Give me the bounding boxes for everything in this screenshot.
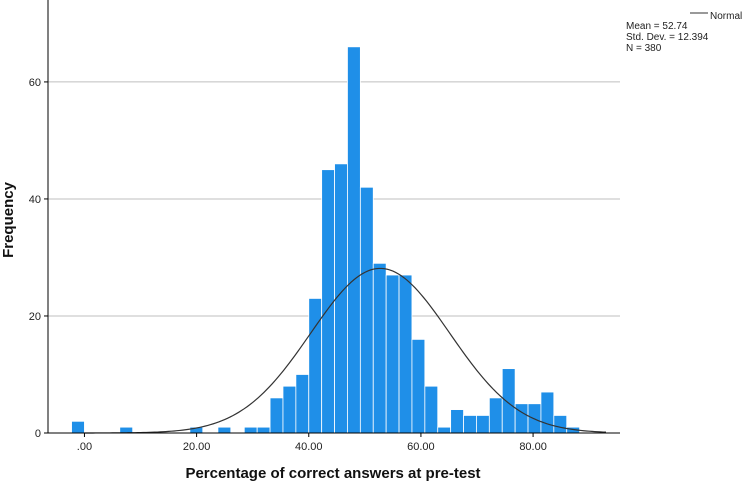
- normal-curve: [84, 267, 607, 434]
- histogram-bar: [553, 415, 568, 434]
- histogram-bar: [71, 420, 85, 434]
- x-tick-label: 60.00: [407, 441, 435, 453]
- x-tick-label: 20.00: [183, 441, 211, 453]
- histogram-bar: [359, 186, 374, 434]
- legend: Normal Mean = 52.74 Std. Dev. = 12.394 N…: [626, 11, 742, 54]
- y-tick-label: 40: [29, 194, 41, 206]
- histogram-bar: [463, 415, 477, 434]
- histogram-bar: [347, 46, 361, 434]
- histogram-bar: [243, 426, 258, 434]
- histogram-bar: [437, 426, 452, 434]
- y-tick-label: 0: [35, 428, 41, 440]
- histogram-bars: [71, 46, 581, 434]
- histogram-bar: [501, 368, 516, 434]
- legend-mean: Mean = 52.74: [626, 21, 688, 32]
- legend-std-dev: Std. Dev. = 12.394: [626, 32, 709, 43]
- histogram-bar: [450, 409, 464, 434]
- histogram-bar: [540, 391, 555, 434]
- x-axis-ticks: .00 20.00 40.00 60.00 80.00: [77, 433, 547, 453]
- histogram-bar: [217, 426, 232, 434]
- y-axis-ticks: 0 20 40 60: [29, 77, 48, 440]
- histogram-bar: [119, 426, 134, 434]
- histogram-bar: [308, 298, 323, 434]
- histogram-bar: [476, 415, 490, 434]
- histogram-bar: [398, 274, 413, 434]
- x-tick-label: 40.00: [295, 441, 323, 453]
- axes: [47, 0, 620, 434]
- x-axis-title: Percentage of correct answers at pre-tes…: [185, 465, 480, 482]
- histogram-bar: [372, 262, 387, 434]
- y-axis-title: Frequency: [0, 181, 17, 258]
- histogram-bar: [269, 397, 284, 434]
- y-tick-label: 60: [29, 77, 41, 89]
- histogram-bar: [424, 385, 439, 434]
- histogram-bar: [514, 403, 529, 434]
- histogram-bar: [282, 385, 297, 434]
- histogram-bar: [488, 397, 503, 434]
- x-tick-label: .00: [77, 441, 92, 453]
- x-tick-label: 80.00: [519, 441, 547, 453]
- histogram-bar: [411, 338, 426, 434]
- histogram-bar: [321, 169, 335, 434]
- histogram-bar: [385, 274, 400, 434]
- histogram-bar: [256, 426, 271, 434]
- legend-n: N = 380: [626, 43, 662, 54]
- y-tick-label: 20: [29, 311, 41, 323]
- histogram-bar: [295, 374, 310, 434]
- legend-normal-label: Normal: [710, 11, 742, 22]
